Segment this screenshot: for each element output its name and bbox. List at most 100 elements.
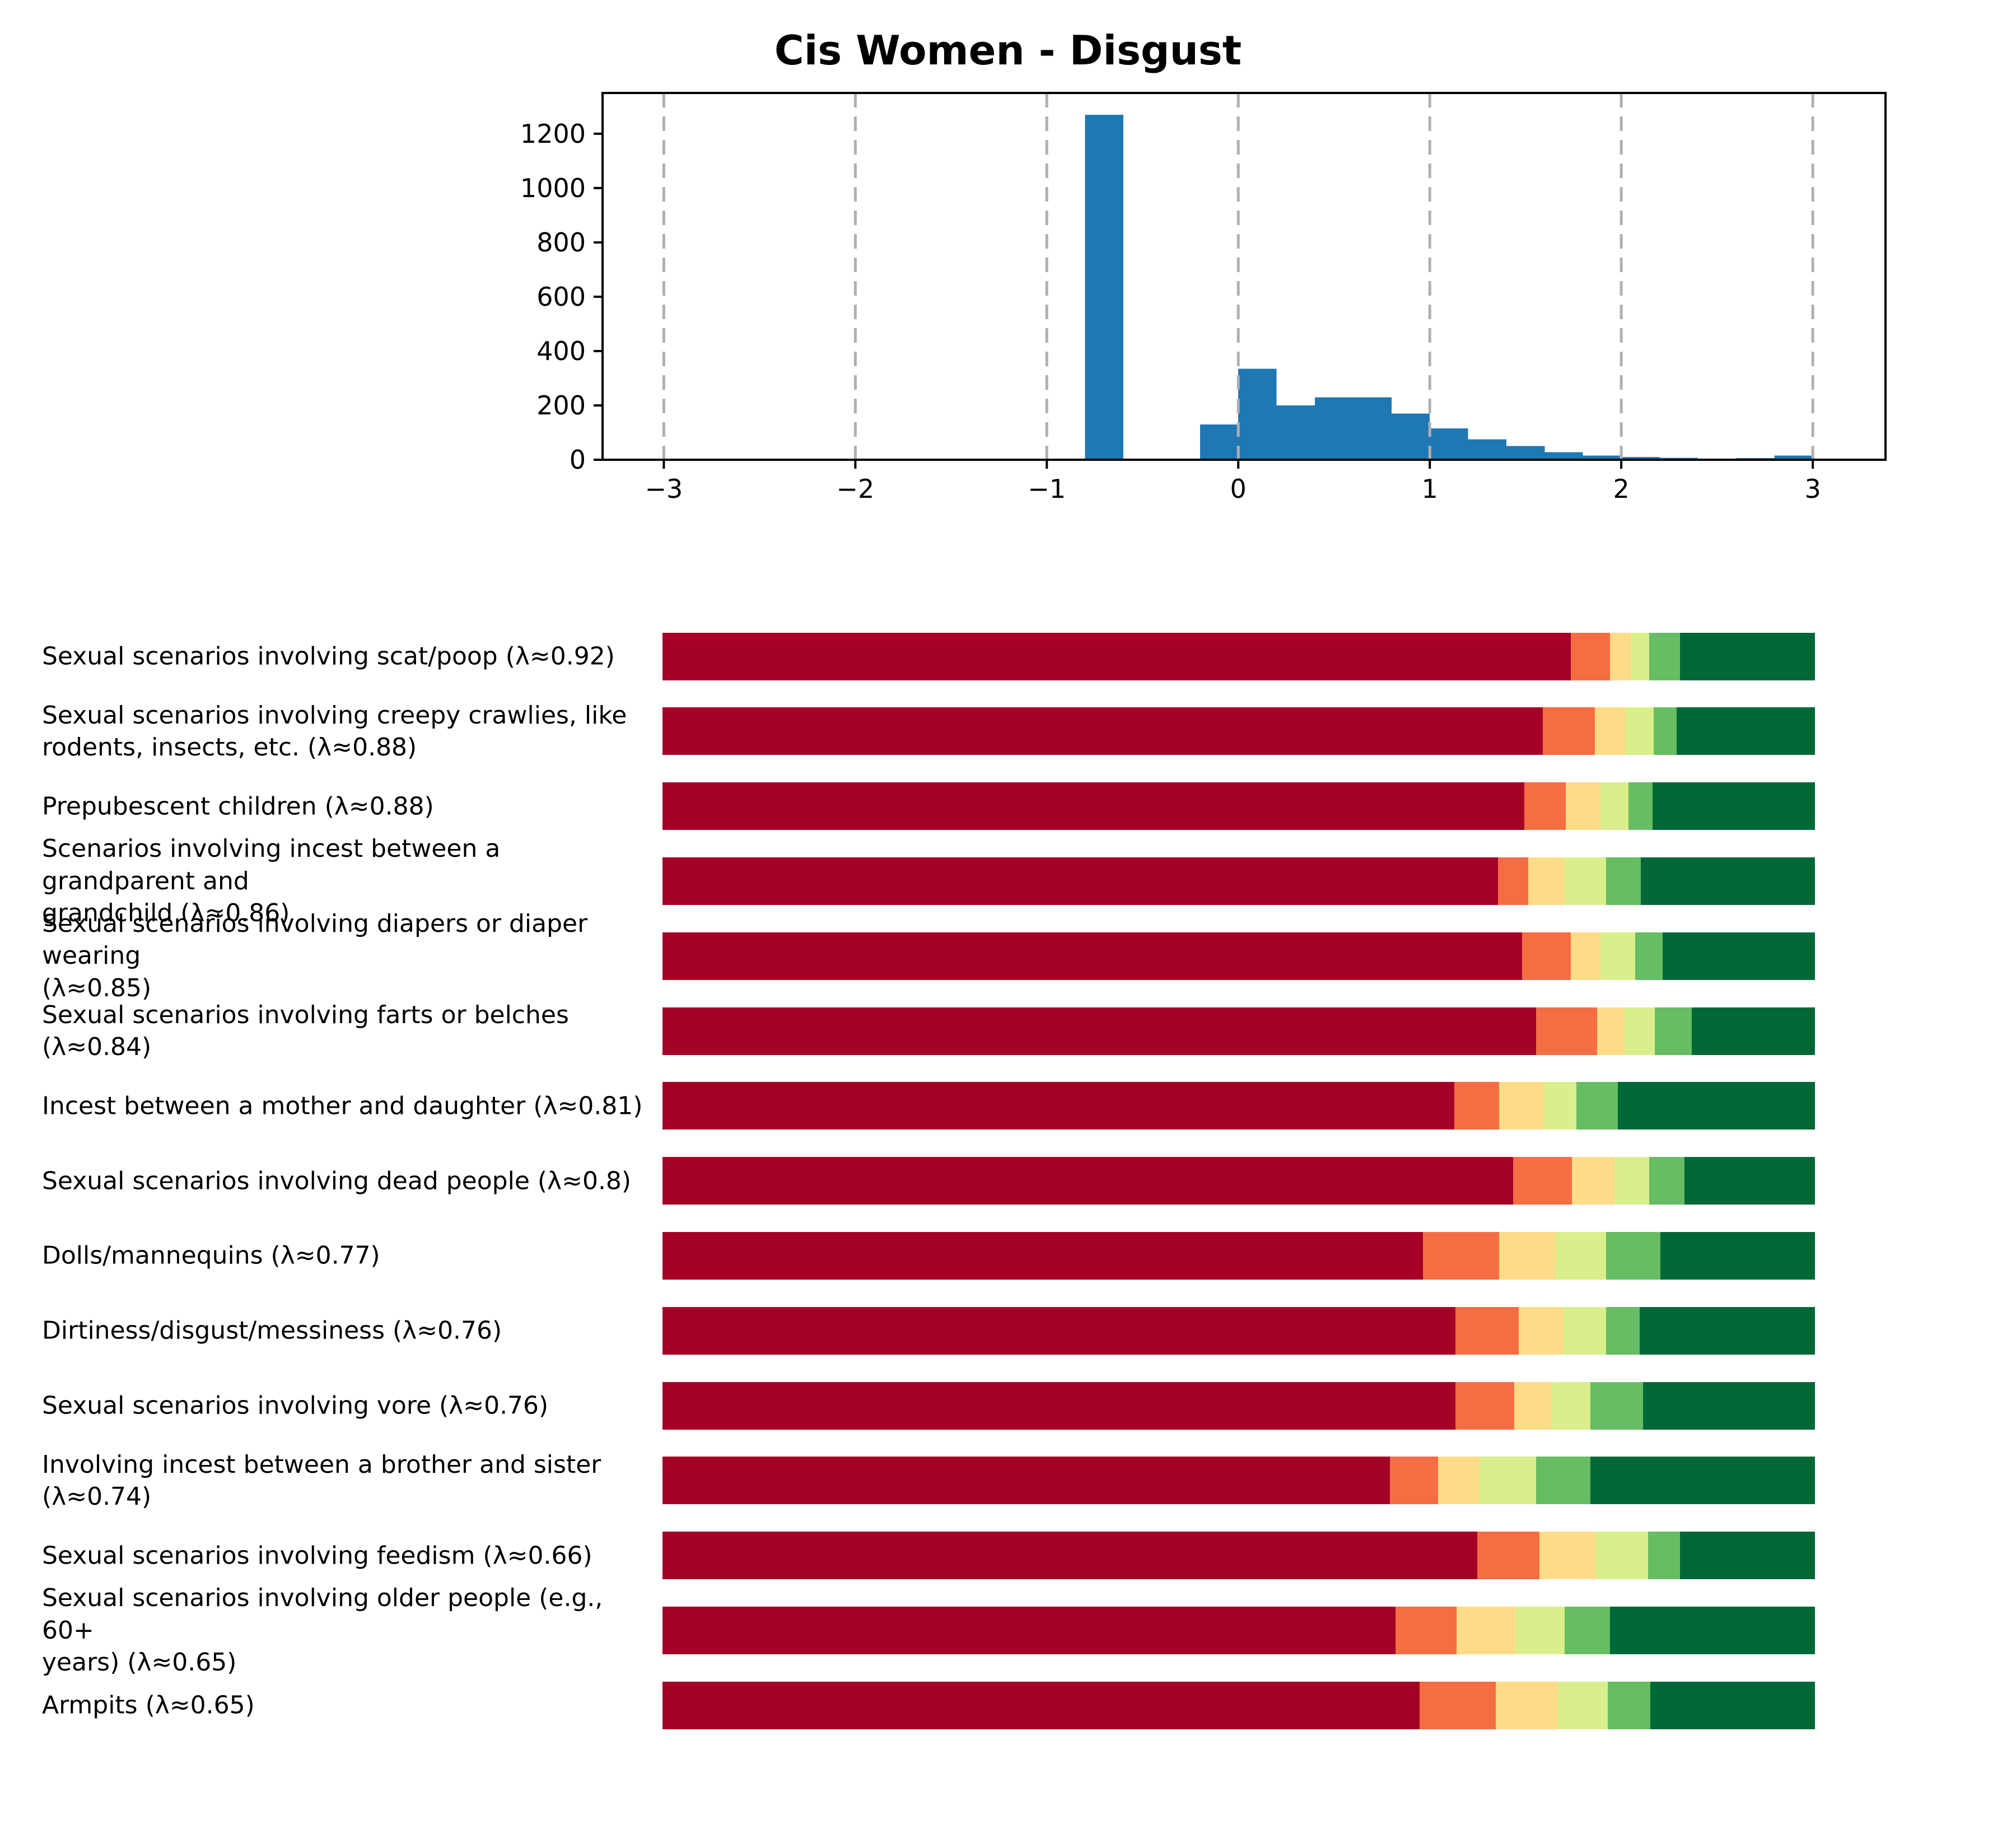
row-label: Sexual scenarios involving scat/poop (λ≈…: [42, 642, 615, 671]
axes-frame: [601, 92, 1887, 461]
bar-segment-yellow-green: [1515, 1606, 1565, 1654]
bar-segment-yellow-green: [1625, 1007, 1655, 1055]
stacked-bar: [662, 782, 1815, 830]
histogram-plot: −3 −2 −1 0 1 2 3 0 200 400 600 800 1000 1200: [520, 92, 1887, 504]
bar-segment-yellow-green: [1600, 782, 1628, 830]
y-tick-label: 800: [536, 227, 586, 258]
stacked-bar: [662, 1681, 1815, 1729]
x-tick-label: 1: [1422, 474, 1438, 504]
row-label: Sexual scenarios involving feedism (λ≈0.…: [42, 1541, 592, 1570]
hist-bar: [1468, 439, 1506, 460]
bar-segment-dark-green: [1650, 1681, 1815, 1729]
bar-segment-dark-red: [662, 632, 1571, 680]
bar-segment-dark-green: [1663, 932, 1815, 980]
row-label: Dirtiness/disgust/messiness (λ≈0.76): [42, 1316, 502, 1345]
chart-title: Cis Women - Disgust: [774, 27, 1242, 74]
stacked-bar: [662, 707, 1815, 755]
row-label: Sexual scenarios involving dead people (…: [42, 1166, 632, 1195]
y-tick-label: 0: [570, 445, 586, 475]
x-tick-label: 2: [1613, 474, 1629, 504]
bar-segment-green: [1648, 1532, 1681, 1580]
bar-segment-yellow: [1438, 1457, 1480, 1505]
y-tick-label: 200: [536, 390, 586, 421]
stacked-bar: [662, 1306, 1815, 1355]
bar-segment-yellow: [1539, 1532, 1596, 1580]
bar-segment-dark-red: [662, 707, 1543, 755]
row-label: Sexual scenarios involving diapers or di…: [42, 909, 588, 1002]
bar-segment-yellow: [1571, 1157, 1614, 1205]
bar-segment-dark-red: [662, 1606, 1396, 1654]
stacked-bar: [662, 632, 1815, 680]
row-label: Sexual scenarios involving farts or belc…: [42, 1000, 569, 1061]
bar-segment-green: [1606, 857, 1641, 905]
hist-bar: [1391, 413, 1430, 460]
bar-segment-dark-green: [1652, 782, 1815, 830]
bar-segment-dark-green: [1680, 632, 1815, 680]
bar-segment-dark-red: [662, 1532, 1477, 1580]
bar-segment-orange: [1389, 1457, 1439, 1505]
stacked-bar: [662, 1082, 1815, 1130]
row-label: Incest between a mother and daughter (λ≈…: [42, 1091, 643, 1121]
stacked-bar: [662, 1157, 1815, 1205]
bar-segment-dark-red: [662, 1231, 1424, 1280]
bar-segment-dark-green: [1640, 1306, 1815, 1355]
bar-segment-dark-green: [1609, 1606, 1815, 1654]
bar-segment-green: [1628, 782, 1653, 830]
bar-segment-dark-red: [662, 1681, 1420, 1729]
bar-segment-yellow: [1514, 1382, 1551, 1430]
row-label: Sexual scenarios involving older people …: [42, 1584, 603, 1677]
hist-bar: [1200, 424, 1239, 460]
bar-segment-green: [1576, 1082, 1618, 1130]
row-label: Scenarios involving incest between a gra…: [42, 834, 501, 927]
bar-segment-yellow: [1456, 1606, 1515, 1654]
bar-segment-yellow-green: [1565, 857, 1607, 905]
bar-segment-orange: [1513, 1157, 1572, 1205]
bar-segment-green: [1565, 1606, 1610, 1654]
bar-segment-dark-red: [662, 1157, 1513, 1205]
bar-segment-yellow: [1499, 1082, 1544, 1130]
bar-segment-green: [1536, 1457, 1590, 1505]
y-tick-label: 400: [536, 336, 586, 366]
hist-bar: [1583, 455, 1622, 460]
stacked-bar: [662, 932, 1815, 980]
bar-segment-yellow-green: [1626, 707, 1654, 755]
bar-segment-yellow: [1519, 1306, 1564, 1355]
bar-segment-dark-red: [662, 1082, 1454, 1130]
bar-segment-yellow: [1597, 1007, 1625, 1055]
bar-segment-dark-red: [662, 782, 1525, 830]
bar-segment-yellow-green: [1480, 1457, 1536, 1505]
bar-segment-dark-green: [1684, 1157, 1815, 1205]
bar-segment-dark-green: [1618, 1082, 1815, 1130]
bar-segment-green: [1653, 707, 1677, 755]
bar-segment-orange: [1420, 1681, 1496, 1729]
bar-segment-green: [1606, 1231, 1661, 1280]
hist-bar: [1544, 452, 1583, 460]
bar-segment-dark-green: [1691, 1007, 1815, 1055]
bar-segment-yellow: [1566, 782, 1601, 830]
hist-bar: [1621, 457, 1660, 460]
bar-segment-orange: [1524, 782, 1566, 830]
y-tick-label: 1200: [520, 119, 586, 149]
bar-segment-yellow: [1570, 932, 1601, 980]
row-label: Sexual scenarios involving vore (λ≈0.76): [42, 1391, 549, 1420]
bar-segment-dark-red: [662, 1382, 1455, 1430]
bar-segment-yellow: [1499, 1231, 1556, 1280]
row-label: Sexual scenarios involving creepy crawli…: [42, 701, 627, 762]
bar-segment-yellow-green: [1630, 632, 1649, 680]
bar-segment-dark-green: [1660, 1231, 1815, 1280]
hist-bar: [1506, 446, 1545, 460]
bar-segment-yellow-green: [1558, 1681, 1608, 1729]
bar-segment-green: [1635, 932, 1663, 980]
bar-segment-yellow-green: [1600, 932, 1635, 980]
stacked-bar: [662, 1606, 1815, 1654]
bar-segment-green: [1607, 1681, 1650, 1729]
bar-segment-orange: [1455, 1306, 1519, 1355]
bar-segment-orange: [1477, 1532, 1540, 1580]
bar-segment-orange: [1454, 1082, 1500, 1130]
bar-segment-dark-green: [1643, 1382, 1815, 1430]
row-label: Armpits (λ≈0.65): [42, 1691, 255, 1720]
bar-segment-yellow-green: [1544, 1082, 1576, 1130]
bar-segment-yellow-green: [1555, 1231, 1607, 1280]
